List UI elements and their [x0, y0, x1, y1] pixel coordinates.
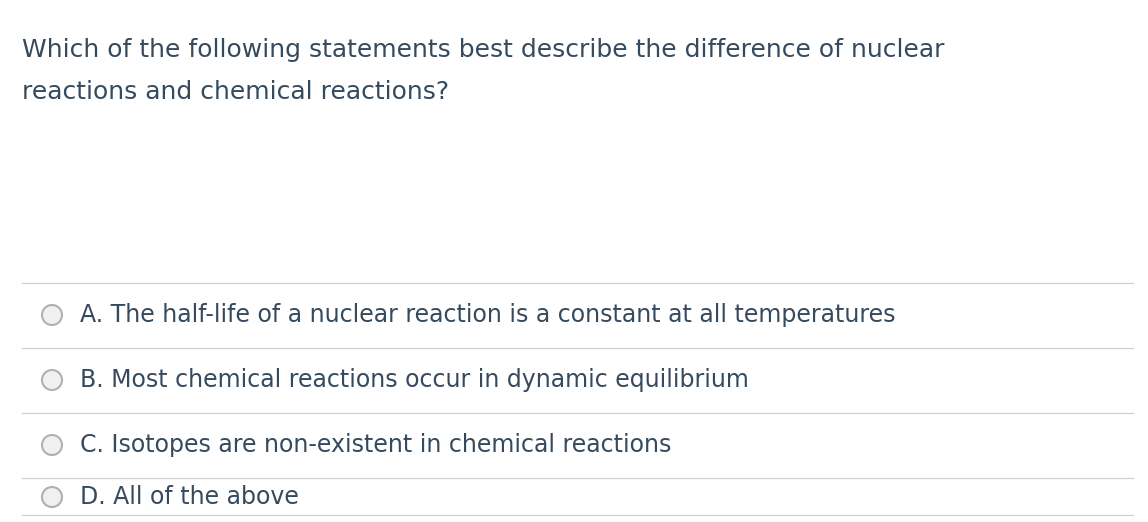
Text: reactions and chemical reactions?: reactions and chemical reactions?: [22, 80, 449, 104]
Circle shape: [42, 305, 62, 325]
Circle shape: [42, 370, 62, 390]
Text: Which of the following statements best describe the difference of nuclear: Which of the following statements best d…: [22, 38, 945, 62]
Text: D. All of the above: D. All of the above: [80, 485, 298, 509]
Circle shape: [42, 487, 62, 507]
Text: B. Most chemical reactions occur in dynamic equilibrium: B. Most chemical reactions occur in dyna…: [80, 368, 748, 392]
Text: A. The half-life of a nuclear reaction is a constant at all temperatures: A. The half-life of a nuclear reaction i…: [80, 303, 895, 327]
Circle shape: [42, 435, 62, 455]
Text: C. Isotopes are non-existent in chemical reactions: C. Isotopes are non-existent in chemical…: [80, 433, 672, 457]
